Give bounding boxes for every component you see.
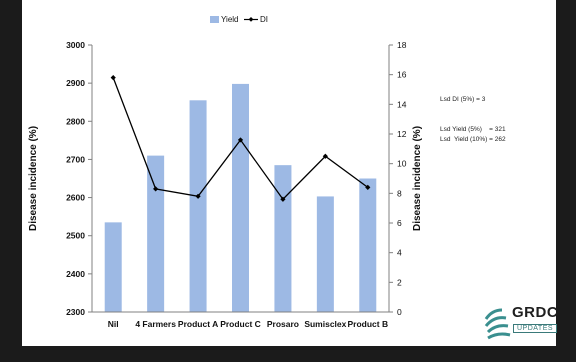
left-tick-label-7: 3000 bbox=[66, 40, 85, 50]
bar-4 bbox=[274, 165, 292, 312]
right-tick-label-5: 10 bbox=[397, 159, 407, 169]
right-tick-label-3: 6 bbox=[397, 218, 402, 228]
di-marker-3 bbox=[237, 137, 244, 143]
right-tick-label-2: 4 bbox=[397, 248, 402, 258]
legend-yield-swatch bbox=[210, 16, 219, 23]
bar-3 bbox=[232, 83, 249, 312]
right-tick-label-0: 0 bbox=[397, 307, 402, 317]
bar-2 bbox=[189, 100, 207, 312]
lsd-yield-10-note: Lsd Yield (10%) = 262 bbox=[440, 136, 506, 143]
bar-6 bbox=[359, 178, 377, 312]
right-tick-label-8: 16 bbox=[397, 70, 407, 80]
combo-chart: 2300 2400 2500 2600 2700 2800 2900 3000 0 2 4 6 8 10 1… bbox=[28, 15, 423, 329]
logo-subtitle: UPDATES bbox=[513, 324, 558, 333]
left-axis-title: Disease incidence (%) bbox=[28, 126, 39, 231]
right-tick-label-7: 14 bbox=[397, 99, 407, 109]
left-tick-label-3: 2600 bbox=[66, 193, 85, 203]
category-label-3: Product C bbox=[220, 319, 261, 329]
di-marker-5 bbox=[322, 153, 328, 159]
left-tick-label-0: 2300 bbox=[66, 307, 85, 317]
left-tick-label-1: 2400 bbox=[66, 269, 85, 279]
bar-1 bbox=[147, 155, 165, 312]
category-label-5: Sumisclex bbox=[304, 319, 346, 329]
category-label-1: 4 Farmers bbox=[135, 319, 176, 329]
legend-yield-label: Yield bbox=[221, 15, 239, 24]
left-tick-label-4: 2700 bbox=[66, 154, 85, 164]
di-marker-2 bbox=[195, 193, 201, 199]
di-marker-6 bbox=[365, 184, 371, 191]
lsd-di-note: Lsd DI (5%) = 3 bbox=[440, 96, 486, 103]
category-label-6: Product B bbox=[347, 319, 388, 329]
right-axis-title: Disease incidence (%) bbox=[412, 126, 423, 231]
grdc-logo: GRDC UPDATES bbox=[482, 300, 566, 344]
di-marker-4 bbox=[280, 196, 286, 202]
legend-di-label: DI bbox=[260, 15, 268, 24]
wheat-icon bbox=[484, 308, 511, 340]
category-label-4: Prosaro bbox=[267, 319, 299, 329]
right-tick-label-1: 2 bbox=[397, 277, 402, 287]
right-tick-label-4: 8 bbox=[397, 188, 402, 198]
legend-di-marker bbox=[248, 17, 254, 22]
chart-panel: 2300 2400 2500 2600 2700 2800 2900 3000 0 2 4 6 8 10 1… bbox=[22, 0, 556, 346]
di-marker-1 bbox=[153, 186, 159, 192]
lsd-yield-5-note: Lsd Yield (5%) = 321 bbox=[440, 126, 506, 133]
bar-5 bbox=[316, 196, 334, 312]
category-label-2: Product A bbox=[178, 319, 218, 329]
left-tick-label-6: 2900 bbox=[66, 78, 85, 88]
bar-0 bbox=[104, 222, 122, 312]
left-tick-label-2: 2500 bbox=[66, 231, 85, 241]
right-tick-label-9: 18 bbox=[397, 40, 407, 50]
right-tick-label-6: 12 bbox=[397, 129, 407, 139]
di-marker-0 bbox=[110, 75, 116, 81]
left-tick-label-5: 2800 bbox=[66, 116, 85, 126]
logo-name: GRDC bbox=[512, 304, 559, 321]
category-label-0: Nil bbox=[108, 319, 119, 329]
